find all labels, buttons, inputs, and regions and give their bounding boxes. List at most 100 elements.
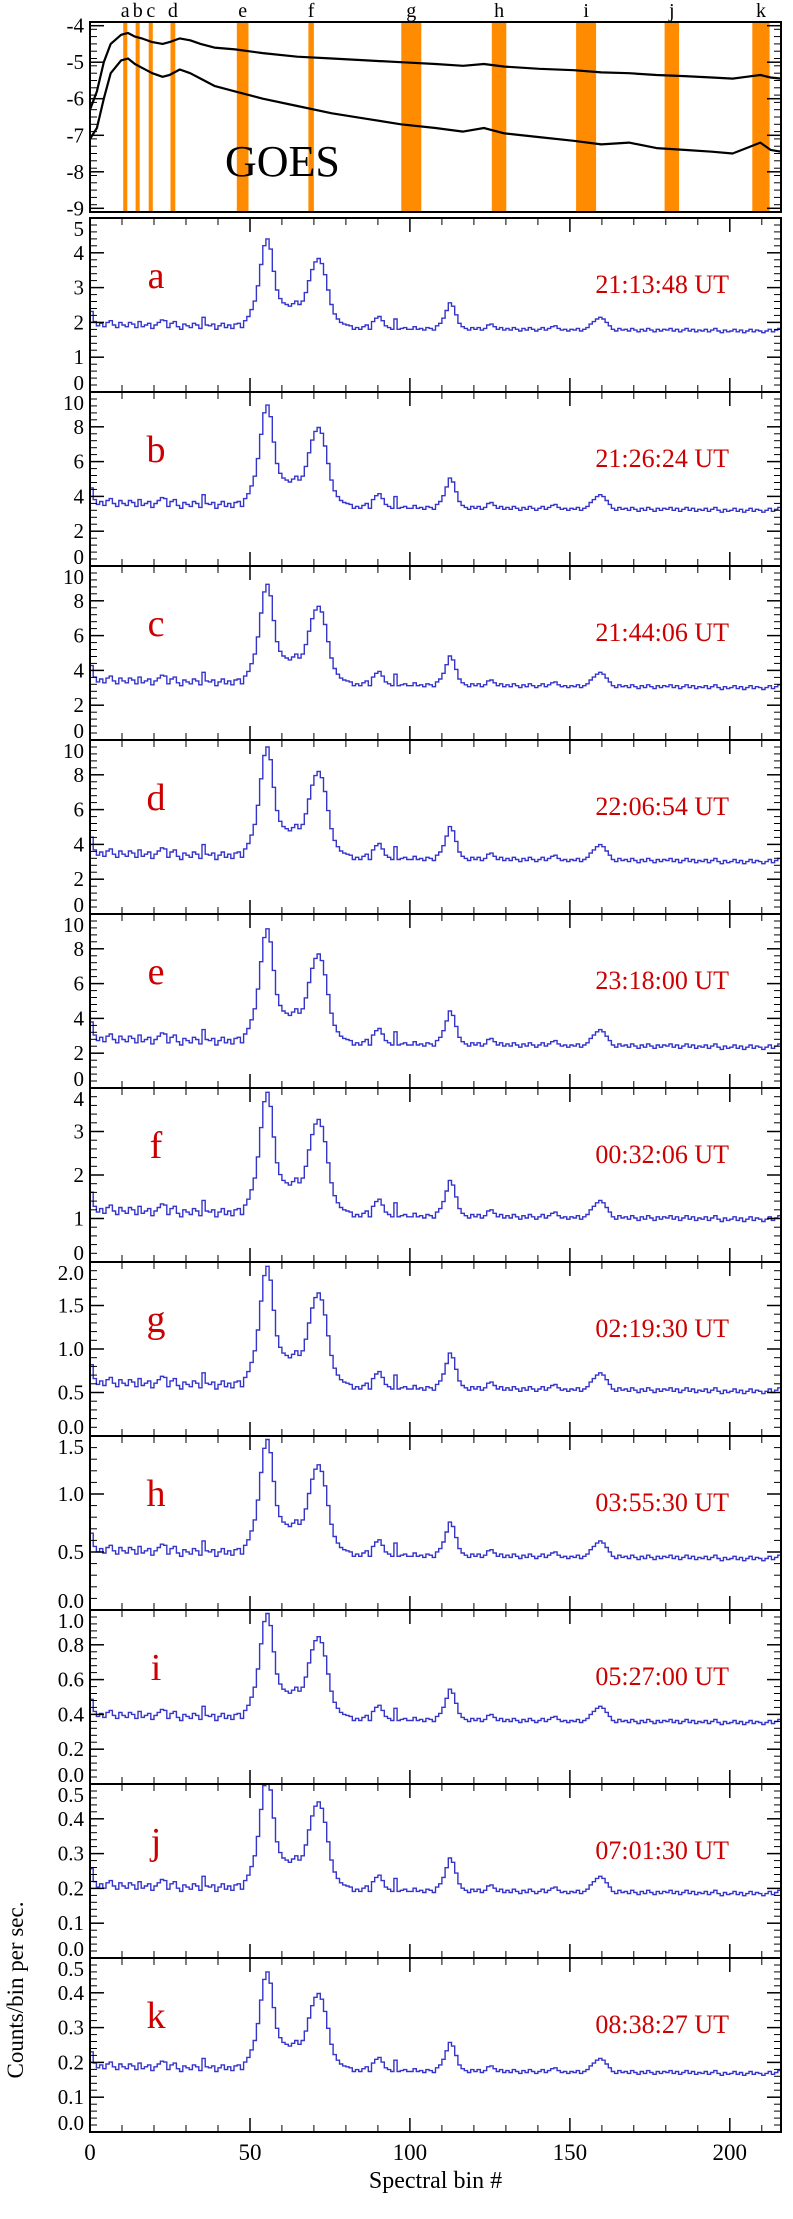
y-tick-label: 8: [74, 763, 85, 787]
y-tick-label: 4: [74, 832, 85, 856]
y-tick-label: 3: [74, 1120, 85, 1144]
goes-y-tick-label: -6: [67, 87, 85, 111]
y-tick-label: 0: [74, 1241, 85, 1265]
spectrum-histogram-a: [90, 238, 781, 334]
spectrum-histogram-k: [90, 1971, 781, 2076]
y-tick-label: 1: [74, 345, 85, 369]
y-tick-label: 2: [74, 310, 85, 334]
panel-frame-a: [89, 217, 782, 393]
y-tick-label: 4: [74, 658, 85, 682]
y-tick-label: 0.4: [58, 1807, 85, 1831]
y-tick-label: 0.8: [58, 1633, 84, 1657]
spectrum-histogram-d: [90, 746, 781, 865]
goes-y-tick-label: -5: [67, 50, 85, 74]
panel-letter-b: b: [147, 429, 166, 471]
event-band-a: [123, 22, 128, 212]
y-tick-label: 4: [74, 241, 85, 265]
panel-frame-c: [89, 565, 782, 741]
band-letter-e: e: [238, 0, 247, 22]
goes-y-tick-label: -7: [67, 123, 85, 147]
y-tick-label: 0.5: [58, 1540, 84, 1564]
y-tick-label: 0.1: [58, 1911, 84, 1935]
goes-y-tick-label: -4: [67, 14, 85, 38]
panel-timestamp-f: 00:32:06 UT: [595, 1140, 729, 1169]
spectrum-histogram-i: [90, 1612, 781, 1726]
y-tick-label: 3: [74, 276, 85, 300]
y-tick-label: 1: [74, 1207, 85, 1231]
y-tick-label: 0.0: [58, 1415, 84, 1439]
y-tick-label: 0: [74, 719, 85, 743]
panel-timestamp-c: 21:44:06 UT: [595, 618, 729, 647]
panel-timestamp-b: 21:26:24 UT: [595, 444, 729, 473]
y-tick-label: 0.3: [58, 1842, 84, 1866]
band-letter-f: f: [308, 0, 315, 22]
panel-letter-f: f: [150, 1125, 163, 1167]
x-tick-label: 100: [393, 2140, 428, 2165]
band-letter-c: c: [146, 0, 155, 22]
event-band-c: [148, 22, 153, 212]
goes-label: GOES: [225, 137, 340, 186]
band-letter-h: h: [494, 0, 504, 22]
y-tick-label: 5: [74, 217, 85, 241]
panel-letter-a: a: [148, 255, 165, 297]
y-tick-label: 0: [74, 371, 85, 395]
panel-timestamp-i: 05:27:00 UT: [595, 1662, 729, 1691]
band-letter-k: k: [756, 0, 766, 22]
y-tick-label: 0: [74, 893, 85, 917]
y-tick-label: 8: [74, 415, 85, 439]
panel-letter-k: k: [147, 1995, 166, 2037]
x-tick-label: 0: [84, 2140, 96, 2165]
panel-frame-e: [89, 913, 782, 1089]
x-tick-label: 50: [239, 2140, 262, 2165]
panel-letter-h: h: [147, 1473, 166, 1515]
goes-y-tick-label: -9: [67, 196, 85, 220]
y-tick-label: 0.6: [58, 1668, 84, 1692]
band-letter-i: i: [583, 0, 589, 22]
spectrum-histogram-f: [90, 1091, 781, 1223]
y-tick-label: 10: [63, 391, 84, 415]
panel-letter-c: c: [148, 603, 165, 645]
y-tick-label: 8: [74, 937, 85, 961]
event-band-f: [308, 22, 314, 212]
panel-timestamp-e: 23:18:00 UT: [595, 966, 729, 995]
panel-timestamp-a: 21:13:48 UT: [595, 270, 729, 299]
spectrum-histogram-h: [90, 1438, 781, 1562]
y-tick-label: 4: [74, 1006, 85, 1030]
y-tick-label: 1.5: [58, 1294, 84, 1318]
panel-frame-d: [89, 739, 782, 915]
y-tick-label: 2.0: [58, 1261, 84, 1285]
y-tick-label: 10: [63, 913, 84, 937]
y-tick-label: 0: [74, 545, 85, 569]
y-tick-label: 0.4: [58, 1702, 85, 1726]
event-band-k: [752, 22, 770, 212]
spectrum-histogram-c: [90, 583, 781, 691]
event-band-i: [576, 22, 597, 212]
panel-timestamp-j: 07:01:30 UT: [595, 1836, 729, 1865]
y-tick-label: 10: [63, 565, 84, 589]
spectrum-histogram-e: [90, 928, 781, 1051]
y-axis-title: Counts/bin per sec.: [3, 1901, 28, 2079]
goes-lower-curve: [89, 57, 782, 155]
y-tick-label: 6: [74, 798, 85, 822]
panel-frame-i: [89, 1609, 782, 1785]
y-tick-label: 2: [74, 519, 85, 543]
event-band-g: [401, 22, 422, 212]
panel-letter-e: e: [148, 951, 165, 993]
spectrum-histogram-j: [90, 1783, 781, 1897]
panel-timestamp-g: 02:19:30 UT: [595, 1314, 729, 1343]
y-tick-label: 6: [74, 972, 85, 996]
event-band-d: [170, 22, 176, 212]
panel-frame-h: [89, 1435, 782, 1611]
y-tick-label: 0.0: [58, 1763, 84, 1787]
y-tick-label: 1.5: [58, 1435, 84, 1459]
panel-letter-d: d: [147, 777, 166, 819]
y-tick-label: 1.0: [58, 1482, 84, 1506]
y-tick-label: 2: [74, 867, 85, 891]
y-tick-label: 2: [74, 1163, 85, 1187]
band-letter-d: d: [168, 0, 178, 22]
panel-letter-g: g: [147, 1299, 166, 1341]
band-letter-j: j: [668, 0, 675, 22]
y-tick-label: 4: [74, 484, 85, 508]
goes-upper-curve: [88, 31, 782, 111]
